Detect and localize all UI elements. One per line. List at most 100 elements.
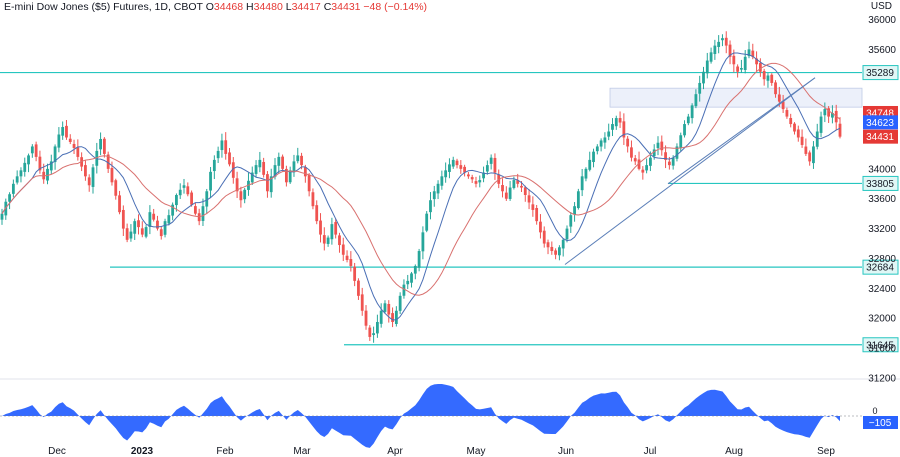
price-tick-label: 32000 (868, 314, 896, 325)
candle (341, 237, 345, 262)
candle (353, 262, 357, 287)
candle-body (27, 155, 30, 165)
candle (57, 127, 61, 153)
candle-body (243, 189, 247, 200)
candle (755, 51, 758, 72)
candle-body (402, 284, 406, 296)
candle-body (209, 171, 212, 191)
candle (258, 151, 262, 173)
change-value: −48 (−0.14%) (363, 1, 428, 13)
candle-body (216, 150, 220, 159)
candle (448, 158, 451, 179)
candle-body (455, 160, 459, 166)
level-badge (862, 175, 899, 191)
candle (743, 50, 747, 74)
level-badge (862, 337, 899, 353)
candle-body (758, 62, 762, 72)
candle (478, 175, 482, 188)
candle-body (8, 194, 11, 202)
candle (152, 208, 156, 222)
candle (831, 105, 834, 124)
candle-body (277, 156, 281, 166)
candle (432, 185, 436, 207)
candle (394, 306, 398, 327)
level-badge (862, 259, 899, 275)
candle-body (808, 152, 812, 162)
candle-body (705, 60, 709, 74)
candle-body (186, 186, 190, 195)
candle-body (163, 221, 167, 235)
candle-body (633, 158, 637, 162)
candle-body (171, 204, 175, 216)
candle (338, 232, 341, 253)
candle (611, 118, 614, 137)
candle-body (812, 146, 815, 164)
candle (470, 174, 474, 184)
candle-body (713, 45, 717, 55)
candle (546, 239, 550, 255)
price-tick-label: 33600 (868, 194, 896, 205)
candle (8, 192, 11, 210)
candle (319, 213, 322, 243)
candle (250, 166, 254, 185)
candle-body (482, 172, 485, 179)
candle (736, 64, 740, 78)
candle-body (0, 213, 4, 220)
candle-body (690, 105, 694, 119)
oscillator-badge-label: −105 (869, 418, 892, 429)
candle-body (561, 239, 565, 249)
candle (121, 205, 125, 236)
time-tick-label: Mar (293, 446, 311, 457)
close-label: C (323, 1, 332, 13)
candle-body (683, 124, 686, 136)
sma-slow-line (1, 62, 841, 296)
candle (133, 218, 137, 240)
candle-body (721, 38, 724, 41)
candle (379, 303, 383, 328)
candle-body (459, 165, 463, 169)
candle (758, 58, 762, 77)
candle (269, 168, 273, 198)
candle-body (535, 208, 539, 222)
high-value: 34480 (253, 1, 283, 13)
time-tick-label: Jun (558, 446, 574, 457)
candle-body (34, 144, 38, 157)
candle-body (144, 227, 148, 237)
candle-body (694, 94, 698, 107)
candle-body (30, 146, 34, 154)
candle (201, 198, 205, 227)
time-tick-label: Dec (48, 446, 66, 457)
candle-body (11, 183, 15, 194)
candle (125, 223, 129, 243)
candle (186, 182, 190, 197)
candle-body (231, 162, 235, 178)
candle-body (732, 55, 736, 65)
candle-body (288, 170, 292, 183)
candle (766, 73, 770, 88)
candle-body (421, 232, 425, 252)
candle (212, 155, 216, 180)
candle (38, 150, 42, 174)
candle-body (520, 185, 523, 188)
price-badge (863, 129, 898, 144)
candle-body (493, 157, 497, 173)
candle (531, 196, 535, 217)
candle (118, 190, 121, 215)
candle-body (178, 189, 182, 196)
open-label: O (205, 1, 214, 13)
candle-body (686, 116, 690, 124)
price-badge-label: 34623 (866, 118, 894, 129)
candle-body (751, 50, 755, 57)
candle-body (311, 192, 315, 207)
price-tick-label: 32800 (868, 254, 896, 265)
candle-body (463, 166, 467, 173)
candle-body (466, 174, 470, 177)
candle-body (554, 250, 558, 255)
candle (99, 132, 102, 156)
candle (65, 119, 68, 140)
candle-body (284, 168, 288, 183)
candle (114, 178, 118, 200)
symbol-title: E-mini Dow Jones ($5) Futures, 1D, CBOT (4, 1, 203, 13)
candle-body (789, 118, 793, 125)
